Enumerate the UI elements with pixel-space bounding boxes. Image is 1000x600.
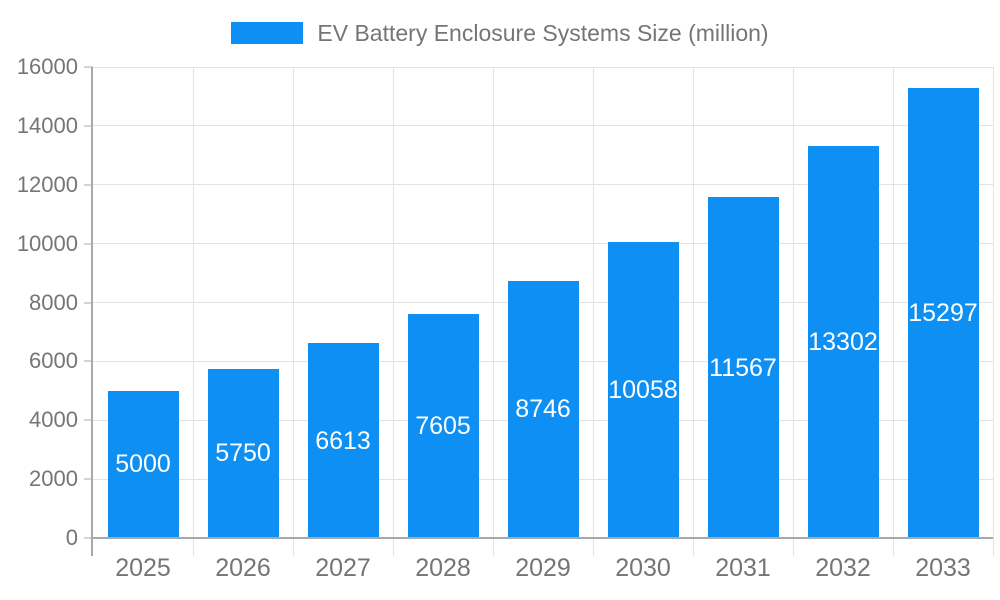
y-tick-label: 10000 [16,230,78,256]
x-tick-label: 2029 [515,554,571,582]
gridline-h [93,184,993,186]
y-tick-label: 4000 [29,407,78,433]
bar-value-label: 11567 [709,353,777,382]
gridline-h [93,66,993,68]
y-tick-label: 0 [65,525,78,550]
y-tick-label: 2000 [29,466,78,492]
y-axis-line [91,67,93,556]
gridline-h [93,125,993,127]
bar [107,390,179,538]
y-tick-label: 6000 [29,348,78,374]
legend-title: EV Battery Enclosure Systems Size (milli… [317,20,769,46]
bar [807,146,879,538]
bar-value-label: 5750 [215,439,271,468]
bar-value-label: 13302 [808,328,878,357]
x-tick-label: 2030 [615,554,671,582]
y-tick [84,478,93,481]
legend-swatch [231,22,304,44]
y-tick [84,360,93,363]
gridline-h [93,243,993,245]
bar [907,87,979,538]
legend: EV Battery Enclosure Systems Size (milli… [0,20,1000,46]
y-tick [84,183,93,186]
bar [207,368,279,538]
x-tick-label: 2031 [715,554,771,582]
bar-value-label: 7605 [415,412,471,441]
gridline-v [292,67,294,556]
x-tick-label: 2033 [915,554,971,582]
bar [507,280,579,538]
bar-value-label: 6613 [315,426,371,455]
bar [607,241,679,538]
y-tick [84,124,93,127]
gridline-v [792,67,794,556]
gridline-v [392,67,394,556]
bar-value-label: 15297 [908,298,978,327]
gridline-v [692,67,694,556]
gridline-v [192,67,194,556]
y-tick [84,301,93,304]
x-tick-label: 2032 [815,554,871,582]
bar-value-label: 10058 [608,375,678,404]
gridline-v [892,67,894,556]
bar-value-label: 8746 [515,395,571,424]
y-tick [84,242,93,245]
gridline-v [592,67,594,556]
x-tick-label: 2028 [415,554,471,582]
x-axis-line [91,537,993,539]
y-tick [84,66,93,68]
y-tick-label: 16000 [16,54,78,79]
y-tick [84,419,93,422]
bar [307,343,379,538]
gridline-v [992,67,994,556]
bar-value-label: 5000 [115,450,171,479]
x-tick-label: 2025 [115,554,171,582]
gridline-v [492,67,494,556]
y-tick-label: 12000 [16,171,78,197]
y-tick-label: 8000 [29,289,78,315]
bar [407,314,479,538]
y-tick-label: 14000 [16,112,78,138]
x-tick-label: 2026 [215,554,271,582]
x-tick-label: 2027 [315,554,371,582]
y-tick [84,537,93,539]
bar [707,197,779,538]
